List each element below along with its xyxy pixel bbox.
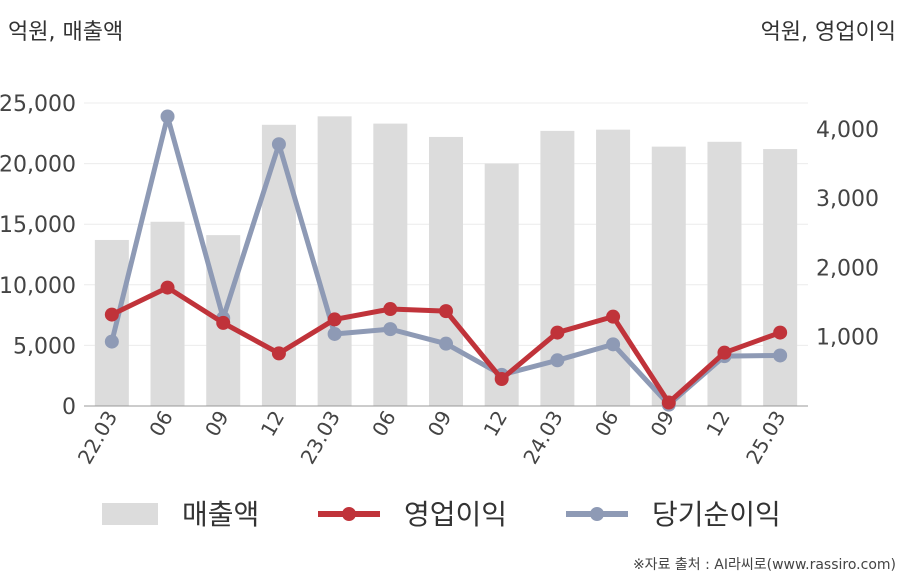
left-tick-label: 25,000: [0, 92, 76, 117]
bar-06: [150, 221, 185, 406]
bar-06: [596, 129, 631, 406]
point-영업이익-25.03: [773, 325, 788, 340]
right-tick-label: 4,000: [816, 118, 879, 143]
bar-09: [429, 136, 463, 406]
legend: 매출액 영업이익 당기순이익: [102, 498, 781, 531]
x-tick-label: 06: [367, 407, 401, 441]
point-영업이익-24.03: [550, 325, 565, 340]
point-영업이익-09: [661, 395, 676, 410]
point-당기순이익-25.03: [773, 348, 788, 363]
left-tick-label: 0: [62, 395, 76, 420]
left-tick-label: 10,000: [0, 274, 76, 299]
x-tick-label: 12: [256, 407, 290, 441]
point-당기순이익-23.03: [327, 326, 342, 341]
source-note: ※자료 출처 : AI라씨로(www.rassiro.com): [632, 557, 896, 573]
point-당기순이익-12: [271, 137, 286, 152]
point-영업이익-23.03: [327, 312, 342, 327]
point-영업이익-09: [216, 315, 231, 330]
right-tick-label: 1,000: [816, 326, 879, 351]
line-series: [104, 109, 788, 412]
x-tick-label: 12: [479, 407, 513, 441]
point-영업이익-22.03: [104, 307, 119, 322]
x-tick-label: 06: [590, 407, 624, 441]
point-당기순이익-24.03: [550, 353, 565, 368]
legend-swatch-marker: [590, 507, 604, 521]
x-axis-ticks: 22.03 06 09 12 23.03 06 09 12 24.03 06 09 12 25.03: [73, 407, 791, 469]
x-tick-label: 12: [701, 407, 735, 441]
x-tick-label: 09: [423, 407, 457, 441]
point-당기순이익-06: [606, 337, 621, 352]
point-영업이익-06: [160, 280, 175, 295]
point-영업이익-12: [717, 345, 732, 360]
bar-12: [261, 124, 296, 406]
legend-label: 당기순이익: [652, 498, 781, 531]
right-axis-unit: 억원, 영업이익: [760, 20, 896, 45]
right-tick-label: 2,000: [816, 256, 879, 281]
point-당기순이익-06: [160, 109, 175, 124]
bar-06: [373, 123, 408, 406]
x-tick-label: 09: [200, 407, 234, 441]
x-tick-label: 09: [646, 407, 680, 441]
point-영업이익-12: [271, 346, 286, 361]
point-당기순이익-22.03: [104, 334, 119, 349]
left-tick-label: 5,000: [13, 334, 76, 359]
left-axis-ticks: 0 5,000 10,000 15,000 20,000 25,000: [0, 92, 76, 420]
left-tick-label: 20,000: [0, 153, 76, 178]
bar-22.03: [94, 239, 129, 406]
point-영업이익-06: [383, 302, 398, 317]
bar-09: [651, 146, 686, 406]
x-tick-label: 22.03: [73, 407, 122, 469]
left-axis-unit: 억원, 매출액: [8, 20, 124, 45]
point-영업이익-06: [606, 309, 621, 324]
point-당기순이익-09: [439, 336, 453, 351]
left-tick-label: 15,000: [0, 213, 76, 238]
legend-label: 영업이익: [404, 498, 507, 531]
right-axis-ticks: 1,000 2,000 3,000 4,000: [816, 118, 879, 351]
x-tick-label: 25.03: [741, 407, 790, 469]
bar-series: [94, 116, 798, 406]
point-영업이익-12: [494, 371, 509, 386]
right-tick-label: 3,000: [816, 187, 879, 212]
bar-23.03: [317, 116, 352, 406]
x-tick-label: 06: [144, 407, 178, 441]
point-영업이익-09: [439, 304, 453, 319]
x-tick-label: 23.03: [296, 407, 345, 469]
legend-swatch-marker: [342, 507, 356, 521]
x-tick-label: 24.03: [518, 407, 567, 469]
legend-swatch-bar: [102, 503, 158, 525]
legend-label: 매출액: [182, 498, 259, 531]
bar-25.03: [763, 149, 798, 406]
point-당기순이익-06: [383, 322, 398, 337]
